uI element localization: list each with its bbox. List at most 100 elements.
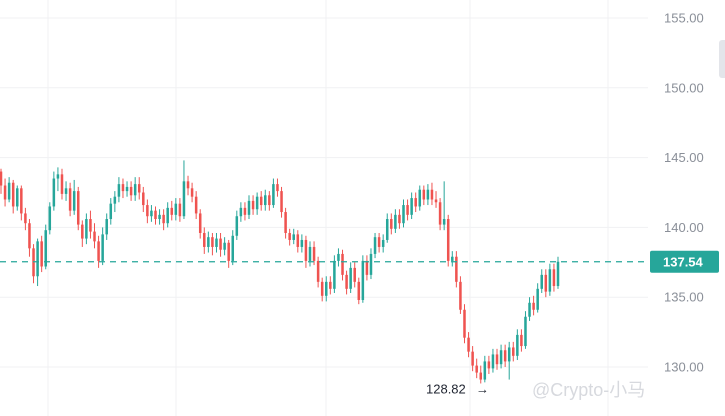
candle-body	[117, 184, 121, 197]
candle-body	[264, 195, 267, 206]
candle-body	[345, 274, 348, 289]
candle-body	[455, 256, 458, 282]
candle-body	[16, 188, 19, 207]
candle-body	[93, 231, 96, 242]
candle-body	[390, 219, 393, 229]
candle-body	[243, 207, 247, 215]
candle-body	[44, 230, 47, 267]
candle-body	[503, 350, 507, 362]
last-price-tag[interactable]: 137.54	[650, 250, 719, 273]
candle-body	[369, 253, 373, 275]
candle-body	[349, 267, 352, 289]
candle-body	[320, 281, 324, 296]
candle-body	[85, 219, 88, 239]
candle-body	[402, 205, 405, 224]
candle-body	[459, 281, 462, 310]
candle-body	[446, 219, 450, 261]
candle-body	[418, 189, 422, 207]
candle-body	[76, 191, 80, 225]
y-tick-label: 150.00	[664, 80, 704, 95]
candle-body	[211, 237, 214, 247]
candle-body	[235, 216, 239, 236]
candle-body	[223, 242, 226, 250]
candle-body	[487, 361, 491, 369]
candle-body	[48, 206, 52, 231]
candle-body	[312, 246, 316, 261]
candle-body	[365, 260, 369, 275]
y-tick-label: 135.00	[664, 290, 704, 305]
candle-body	[507, 347, 511, 362]
candle-body	[101, 234, 104, 261]
candle-body	[239, 207, 243, 217]
candle-body	[292, 234, 295, 240]
candle-body	[203, 232, 206, 247]
candle-body	[186, 181, 190, 189]
candle-body	[268, 195, 271, 206]
low-marker: 128.82 →	[426, 381, 489, 396]
candles	[0, 160, 560, 384]
candle-body	[524, 316, 527, 347]
candle-body	[28, 223, 31, 249]
candle-body	[68, 188, 72, 211]
candle-body	[133, 184, 137, 196]
candle-body	[182, 181, 186, 217]
candle-body	[194, 196, 198, 214]
candle-body	[548, 269, 552, 292]
low-price-label: 128.82	[426, 381, 466, 396]
candle-body	[479, 372, 483, 380]
candle-body	[60, 174, 64, 194]
candle-body	[385, 219, 389, 240]
candle-body	[414, 198, 417, 207]
price-axis: 155.00 150.00 145.00 140.00 135.00 130.00	[664, 11, 704, 375]
candle-body	[0, 171, 3, 186]
candle-body	[520, 334, 523, 347]
candle-body	[150, 210, 153, 217]
candle-body	[24, 213, 27, 224]
candle-body	[288, 232, 291, 240]
scroll-handle[interactable]	[719, 40, 725, 78]
candle-body	[215, 238, 218, 247]
candle-body	[162, 214, 165, 224]
candle-body	[129, 186, 133, 196]
candle-body	[190, 188, 194, 197]
candle-body	[324, 281, 328, 296]
candle-body	[337, 253, 340, 261]
candle-body	[361, 260, 365, 300]
candle-body	[178, 203, 182, 217]
candle-body	[430, 189, 434, 200]
candle-body	[166, 207, 169, 224]
candle-body	[219, 238, 222, 250]
candle-body	[81, 224, 84, 239]
y-tick-label: 155.00	[664, 11, 704, 26]
candle-body	[231, 235, 235, 261]
candle-body	[438, 202, 442, 225]
candle-body	[536, 288, 539, 310]
candle-body	[113, 196, 117, 204]
candle-body	[251, 200, 255, 210]
candle-body	[406, 205, 409, 215]
candle-body	[207, 237, 210, 247]
candle-body	[72, 191, 76, 211]
candle-body	[170, 207, 174, 215]
candle-body	[341, 253, 344, 275]
candle-body	[463, 309, 466, 338]
watermark: @Crypto-小马	[532, 380, 645, 400]
candle-body	[398, 214, 401, 224]
candle-body	[410, 198, 413, 215]
candle-body	[227, 242, 230, 261]
chart-grid	[0, 0, 648, 416]
candle-body	[552, 269, 556, 287]
candle-body	[280, 191, 283, 213]
candle-body	[158, 214, 161, 220]
candle-body	[499, 350, 503, 365]
y-tick-label: 140.00	[664, 220, 704, 235]
candle-body	[146, 205, 149, 217]
candle-body	[333, 260, 336, 289]
candle-body	[475, 365, 478, 373]
candle-body	[394, 214, 397, 229]
candle-body	[442, 219, 446, 225]
candle-body	[40, 241, 43, 267]
y-tick-label: 130.00	[664, 360, 704, 375]
candle-body	[3, 185, 7, 200]
